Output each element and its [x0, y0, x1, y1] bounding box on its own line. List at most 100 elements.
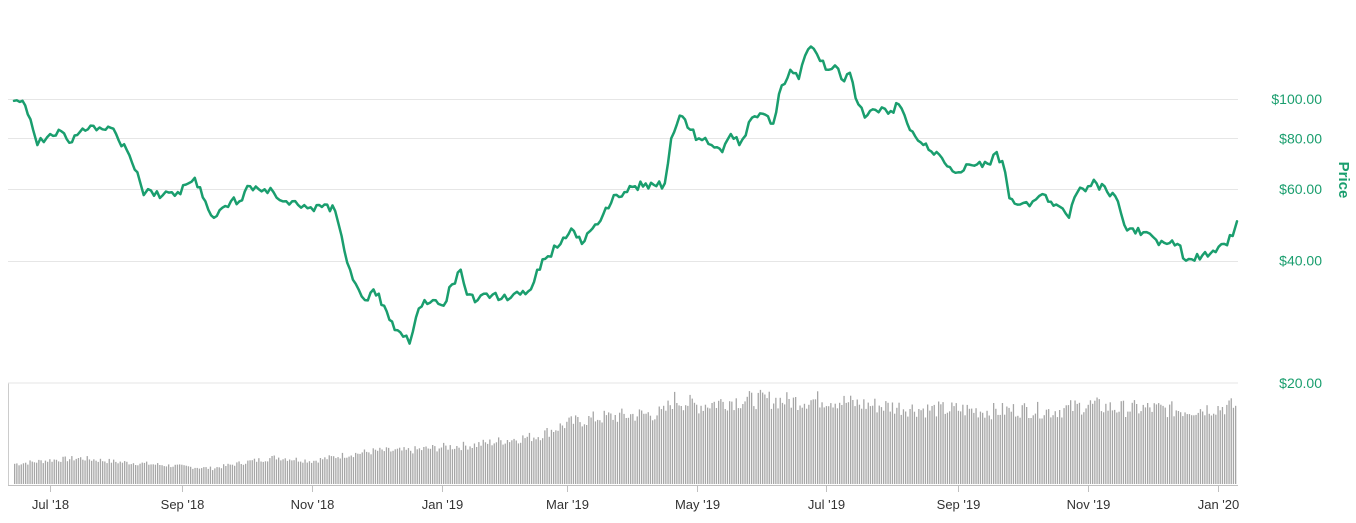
volume-bar: [830, 403, 832, 484]
volume-bar: [1122, 400, 1125, 484]
volume-bar: [603, 410, 605, 484]
volume-bar: [346, 457, 348, 484]
volume-bar: [462, 441, 465, 484]
volume-bar: [973, 412, 975, 484]
volume-bar: [363, 449, 366, 484]
volume-bar: [31, 461, 33, 484]
volume-bar: [498, 437, 500, 484]
volume-bar: [399, 447, 401, 484]
volume-bar: [997, 414, 999, 484]
volume-bar: [60, 461, 62, 484]
volume-bar: [1208, 413, 1210, 484]
volume-bar: [854, 406, 856, 484]
volume-bar: [370, 454, 372, 484]
volume-bar: [344, 457, 346, 484]
volume-bar: [722, 401, 724, 484]
volume-bar: [724, 409, 726, 484]
volume-bar: [220, 468, 223, 484]
volume-bar: [984, 417, 986, 484]
volume-bar: [1096, 397, 1098, 484]
volume-bar: [1188, 414, 1191, 484]
volume-bar: [889, 411, 891, 484]
volume-bar: [517, 443, 520, 484]
volume-bar: [779, 397, 781, 484]
volume-bar: [786, 392, 788, 484]
x-tick-label: Nov '18: [291, 497, 335, 512]
volume-bar: [421, 450, 423, 484]
volume-bar: [955, 403, 957, 484]
volume-bar: [1173, 416, 1175, 484]
volume-bar: [495, 442, 498, 484]
volume-bar: [876, 412, 878, 484]
x-tick-label: May '19: [675, 497, 720, 512]
volume-bar: [135, 465, 137, 484]
volume-bar: [161, 465, 163, 484]
volume-bar: [29, 460, 31, 484]
volume-bar: [1169, 404, 1171, 484]
volume-bar: [1118, 411, 1120, 484]
volume-bar: [273, 455, 275, 484]
volume-bar: [491, 445, 493, 484]
volume-bar: [533, 437, 535, 484]
volume-bar: [289, 459, 291, 484]
volume-bar: [819, 407, 821, 484]
volume-bar: [207, 468, 209, 484]
volume-bar: [647, 412, 649, 484]
volume-bar: [553, 432, 555, 484]
volume-bar: [764, 394, 766, 484]
volume-bar: [1030, 418, 1032, 484]
volume-bar: [938, 401, 940, 484]
volume-bar: [792, 397, 795, 484]
volume-bar: [1092, 403, 1094, 484]
volume-bar: [619, 412, 621, 484]
volume-bar: [524, 438, 526, 484]
volume-bar: [357, 453, 359, 484]
volume-bar: [1199, 409, 1202, 484]
volume-bar: [194, 467, 196, 484]
volume-bar: [44, 460, 47, 484]
volume-bar: [535, 439, 537, 484]
volume-bar: [1023, 403, 1026, 484]
volume-bar: [898, 402, 900, 484]
volume-bar: [1125, 417, 1127, 484]
volume-bar: [900, 414, 902, 484]
volume-bar: [1153, 403, 1155, 484]
volume-bar: [940, 404, 942, 484]
volume-bar: [555, 430, 557, 484]
volume-bar: [612, 419, 614, 484]
volume-bar: [451, 449, 454, 484]
volume-bar: [568, 417, 570, 484]
volume-bar: [410, 450, 412, 484]
volume-bar: [1131, 402, 1133, 484]
volume-bar: [64, 456, 66, 484]
volume-bar: [275, 459, 278, 484]
volume-bar: [874, 398, 876, 484]
volume-bar: [916, 416, 918, 484]
volume-bar: [262, 461, 264, 484]
volume-bar: [227, 463, 229, 484]
volume-bar: [614, 415, 616, 484]
volume-bar: [737, 408, 740, 484]
volume-bar: [586, 425, 588, 484]
volume-bar: [1059, 410, 1061, 484]
y-tick-label: $20.00: [1279, 375, 1322, 391]
volume-bar: [957, 410, 960, 484]
volume-bar: [253, 458, 256, 484]
volume-bar: [588, 416, 590, 484]
volume-bar: [949, 411, 951, 484]
volume-bar: [1087, 404, 1089, 484]
volume-bar: [990, 419, 993, 484]
volume-bar: [1129, 411, 1131, 484]
volume-bar: [108, 458, 110, 484]
volume-bar: [33, 462, 36, 484]
volume-bar: [1021, 405, 1023, 484]
volume-bar: [1191, 415, 1193, 484]
volume-bar: [361, 452, 363, 484]
volume-bar: [1202, 411, 1204, 484]
volume-bar: [1116, 412, 1118, 484]
volume-bar: [1032, 415, 1034, 484]
volume-bar: [685, 405, 687, 484]
volume-bar: [218, 467, 220, 484]
volume-bar: [843, 395, 845, 484]
